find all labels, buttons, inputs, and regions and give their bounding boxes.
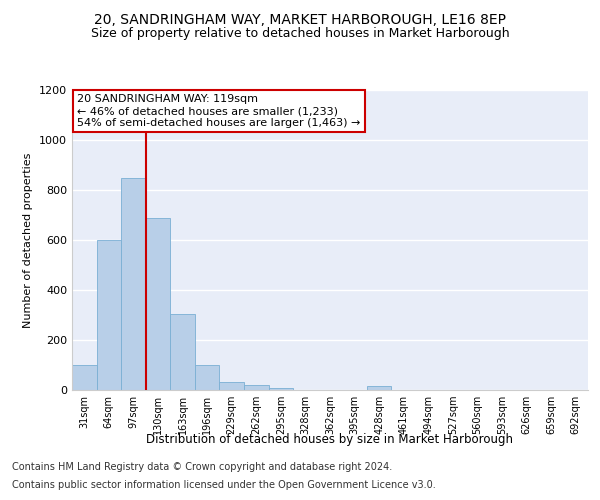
Text: 20, SANDRINGHAM WAY, MARKET HARBOROUGH, LE16 8EP: 20, SANDRINGHAM WAY, MARKET HARBOROUGH, … [94, 12, 506, 26]
Bar [170, 314, 195, 390]
Bar [146, 218, 170, 390]
Y-axis label: Number of detached properties: Number of detached properties [23, 152, 34, 328]
Text: Distribution of detached houses by size in Market Harborough: Distribution of detached houses by size … [146, 432, 514, 446]
Bar [195, 365, 220, 390]
Bar [97, 240, 121, 390]
Bar [121, 178, 146, 390]
Text: Size of property relative to detached houses in Market Harborough: Size of property relative to detached ho… [91, 28, 509, 40]
Bar [72, 365, 97, 390]
Text: 20 SANDRINGHAM WAY: 119sqm
← 46% of detached houses are smaller (1,233)
54% of s: 20 SANDRINGHAM WAY: 119sqm ← 46% of deta… [77, 94, 361, 128]
Text: Contains HM Land Registry data © Crown copyright and database right 2024.: Contains HM Land Registry data © Crown c… [12, 462, 392, 472]
Text: Contains public sector information licensed under the Open Government Licence v3: Contains public sector information licen… [12, 480, 436, 490]
Bar [367, 386, 391, 390]
Bar [269, 388, 293, 390]
Bar [220, 382, 244, 390]
Bar [244, 384, 269, 390]
